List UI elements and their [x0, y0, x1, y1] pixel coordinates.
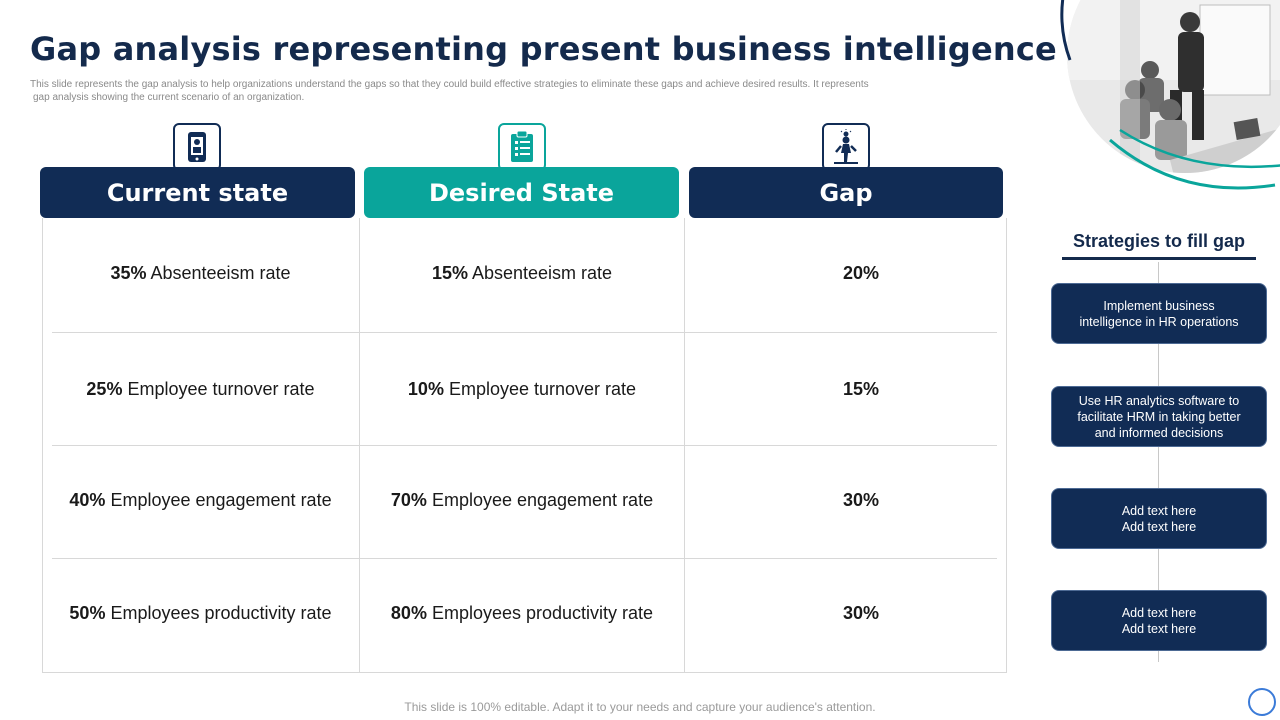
page-title: Gap analysis representing present busine… — [30, 30, 1223, 68]
table-cell-desired: 10% Employee turnover rate — [360, 379, 684, 400]
strategy-text-line: Add text here — [1121, 621, 1197, 636]
cell-value: 10% — [407, 379, 444, 399]
table-cell-current: 25% Employee turnover rate — [42, 379, 359, 400]
cell-value: 50% — [69, 603, 106, 623]
cell-value: 40% — [69, 490, 106, 510]
strategy-text-line: facilitate HRM in taking better — [1077, 409, 1241, 424]
cell-value: 25% — [86, 379, 123, 399]
page-subtitle: This slide represents the gap analysis t… — [30, 78, 950, 104]
row-divider — [52, 558, 997, 559]
column-header-gap: Gap — [689, 167, 1003, 218]
subtitle-line-2: gap analysis showing the current scenari… — [33, 92, 305, 103]
cell-value: 15% — [842, 379, 880, 399]
cell-text: Employee engagement rate — [431, 490, 654, 510]
table-cell-gap: 15% — [685, 379, 1037, 400]
strategy-text-line: Add text here — [1121, 605, 1197, 620]
meeting-photo — [1060, 0, 1280, 190]
table-cell-gap: 30% — [685, 490, 1037, 511]
mobile-device-icon — [173, 123, 221, 171]
table-cell-current: 40% Employee engagement rate — [42, 490, 359, 511]
cell-value: 30% — [842, 490, 880, 510]
strategy-text-line: Use HR analytics software to — [1078, 393, 1240, 408]
table-cell-current: 50% Employees productivity rate — [42, 603, 359, 624]
footer-note: This slide is 100% editable. Adapt it to… — [404, 700, 876, 714]
strategies-title: Strategies to fill gap — [1062, 231, 1256, 260]
strategy-box: Add text here Add text here — [1051, 590, 1267, 651]
table-cell-desired: 70% Employee engagement rate — [360, 490, 684, 511]
row-divider — [52, 445, 997, 446]
subtitle-line-1: This slide represents the gap analysis t… — [30, 79, 869, 90]
decorative-circle-icon — [1248, 688, 1276, 716]
cell-value: 35% — [110, 263, 147, 283]
strategies-connector-line — [1158, 262, 1159, 662]
cell-text: Employee engagement rate — [110, 490, 332, 510]
table-cell-current: 35% Absenteeism rate — [42, 263, 359, 284]
strategy-box: Add text here Add text here — [1051, 488, 1267, 549]
strategy-text-line: Add text here — [1121, 503, 1197, 518]
cell-value: 20% — [842, 263, 880, 283]
table-cell-gap: 20% — [685, 263, 1037, 284]
strategy-box: Implement business intelligence in HR ope… — [1051, 283, 1267, 344]
strategy-box: Use HR analytics software to facilitate H… — [1051, 386, 1267, 447]
column-header-current-state: Current state — [40, 167, 355, 218]
strategy-text-line: Implement business — [1103, 298, 1215, 313]
strategy-text-line: and informed decisions — [1094, 425, 1224, 440]
clipboard-list-icon — [498, 123, 546, 171]
cell-text: Employees productivity rate — [110, 603, 332, 623]
row-divider — [52, 332, 997, 333]
gap-table — [42, 218, 1007, 673]
cell-value: 80% — [390, 603, 427, 623]
cell-value: 30% — [842, 603, 880, 623]
cell-text: Employee turnover rate — [127, 379, 315, 399]
table-cell-desired: 80% Employees productivity rate — [360, 603, 684, 624]
strategy-text-line: Add text here — [1121, 519, 1197, 534]
cell-text: Absenteeism rate — [471, 263, 613, 283]
cell-value: 70% — [390, 490, 427, 510]
strategy-text-line: intelligence in HR operations — [1079, 314, 1239, 329]
cell-text: Employees productivity rate — [431, 603, 654, 623]
table-cell-gap: 30% — [685, 603, 1037, 624]
cell-text: Absenteeism rate — [150, 263, 291, 283]
cell-value: 15% — [431, 263, 468, 283]
person-walking-idea-icon — [822, 123, 870, 171]
cell-text: Employee turnover rate — [448, 379, 637, 399]
column-header-desired-state: Desired State — [364, 167, 679, 218]
table-cell-desired: 15% Absenteeism rate — [360, 263, 684, 284]
